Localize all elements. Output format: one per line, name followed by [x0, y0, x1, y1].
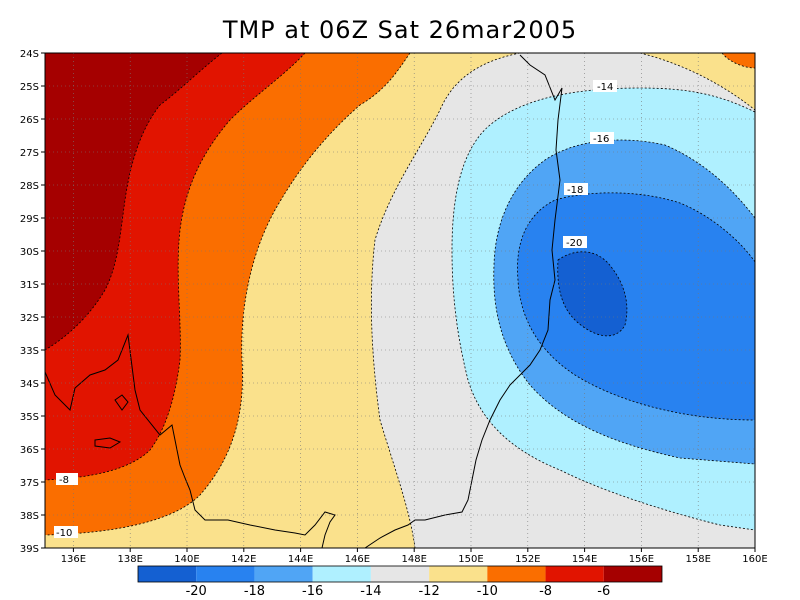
colorbar-label: -8	[539, 584, 552, 599]
x-tick-label: 154E	[572, 554, 597, 565]
y-tick-label: 24S	[20, 49, 39, 60]
colorbar-swatch	[603, 566, 662, 582]
y-tick-label: 35S	[20, 412, 39, 423]
band-lt20	[557, 251, 627, 336]
colorbar	[137, 565, 663, 583]
y-tick-label: 29S	[20, 214, 39, 225]
contour-label-14: -14	[597, 82, 613, 93]
x-axis-ticks: 136E 138E 140E 142E 144E 146E 148E 150E 152E 154E…	[61, 548, 768, 565]
colorbar-label: -14	[360, 584, 381, 599]
y-tick-label: 31S	[20, 280, 39, 291]
y-tick-label: 25S	[20, 82, 39, 93]
x-tick-label: 142E	[231, 554, 256, 565]
band-gt6	[45, 53, 222, 350]
band-20-18	[517, 192, 755, 420]
colorbar-swatch	[196, 566, 255, 582]
colorbar-label: -10	[477, 584, 498, 599]
y-tick-label: 37S	[20, 478, 39, 489]
colorbar-label: -12	[418, 584, 439, 599]
colorbar-swatch	[545, 566, 604, 582]
y-tick-label: 30S	[20, 247, 39, 258]
x-tick-label: 144E	[288, 554, 313, 565]
y-tick-label: 36S	[20, 445, 39, 456]
contour-lines	[45, 53, 755, 548]
contour-label-8: -8	[59, 475, 69, 486]
y-tick-label: 27S	[20, 148, 39, 159]
y-tick-label: 38S	[20, 511, 39, 522]
map-title: TMP at 06Z Sat 26mar2005	[222, 16, 578, 44]
band-topright	[722, 53, 755, 68]
x-tick-label: 140E	[174, 554, 199, 565]
colorbar-swatch	[138, 566, 197, 582]
y-tick-label: 39S	[20, 544, 39, 555]
x-tick-label: 138E	[117, 554, 142, 565]
x-tick-label: 146E	[345, 554, 370, 565]
colorbar-label: -6	[597, 584, 610, 599]
colorbar-label: -18	[244, 584, 265, 599]
coastline	[45, 54, 563, 548]
colorbar-label: -16	[302, 584, 323, 599]
colorbar-labels: -20 -18 -16 -14 -12 -10 -8 -6	[186, 584, 611, 599]
x-tick-label: 136E	[61, 554, 86, 565]
y-tick-label: 26S	[20, 115, 39, 126]
y-tick-label: 32S	[20, 313, 39, 324]
colorbar-swatch	[254, 566, 313, 582]
contour-labels: -14 -16 -18 -20 -8 -10	[54, 80, 617, 539]
contour-label-10: -10	[56, 528, 72, 539]
y-axis-ticks: 24S 25S 26S 27S 28S 29S 30S 31S 32S 33S 34S 35S 36S 3…	[20, 49, 45, 555]
contour-label-16: -16	[593, 134, 609, 145]
x-tick-label: 152E	[515, 554, 540, 565]
x-tick-label: 158E	[685, 554, 710, 565]
plot-frame	[44, 52, 756, 549]
contour-label-18: -18	[567, 185, 583, 196]
contour-label-20: -20	[566, 238, 582, 249]
x-tick-label: 148E	[401, 554, 426, 565]
y-tick-label: 28S	[20, 181, 39, 192]
x-tick-label: 150E	[458, 554, 483, 565]
colorbar-swatch	[429, 566, 488, 582]
colorbar-swatch	[312, 566, 371, 582]
contour-fills	[45, 53, 755, 548]
y-tick-label: 34S	[20, 379, 39, 390]
y-tick-label: 33S	[20, 346, 39, 357]
colorbar-swatch	[487, 566, 546, 582]
x-tick-label: 160E	[742, 554, 767, 565]
colorbar-label: -20	[186, 584, 207, 599]
graticule	[45, 53, 755, 548]
colorbar-swatch	[370, 566, 430, 582]
x-tick-label: 156E	[629, 554, 654, 565]
